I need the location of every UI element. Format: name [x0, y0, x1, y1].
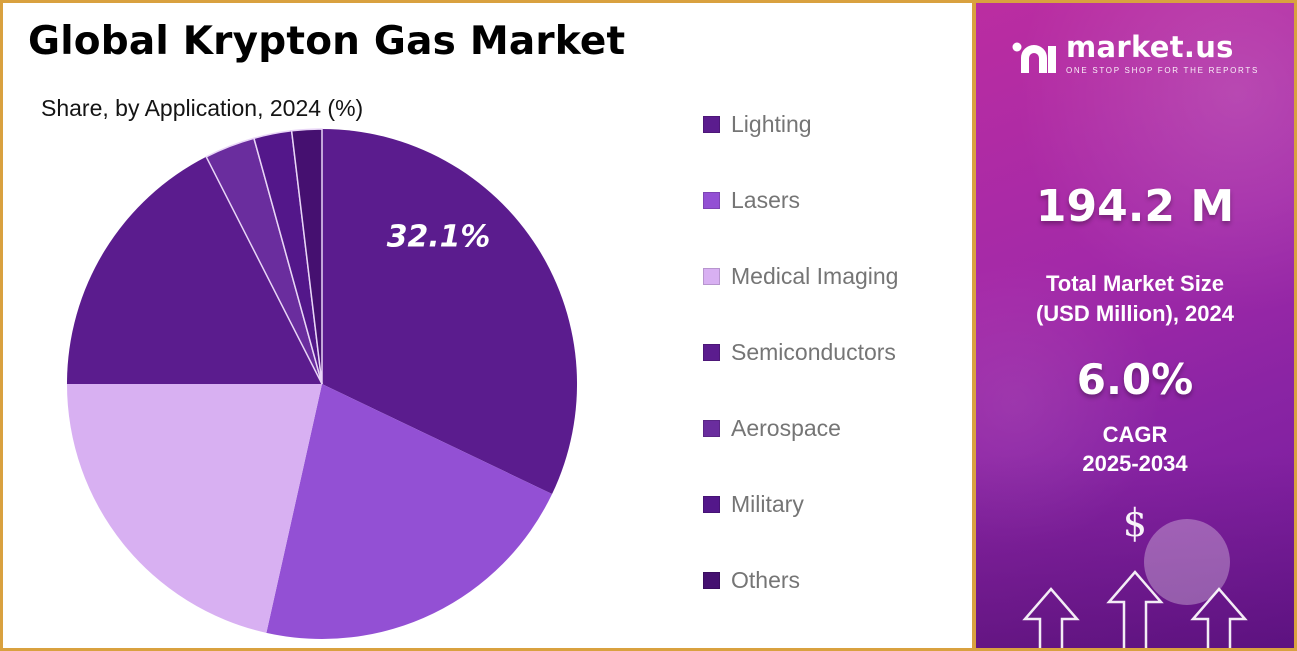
- legend-swatch: [703, 571, 720, 589]
- market-size-label-line2: (USD Million), 2024: [1035, 300, 1235, 326]
- pie-slice-lighting: [322, 128, 578, 495]
- pie-slice-lasers: [266, 384, 553, 640]
- market-size-label: Total Market Size (USD Million), 2024: [976, 269, 1294, 328]
- legend-swatch: [703, 495, 720, 513]
- cagr-label: CAGR 2025-2034: [976, 421, 1294, 478]
- legend-swatch: [703, 115, 720, 133]
- side-panel: market.us ONE STOP SHOP FOR THE REPORTS …: [972, 3, 1294, 648]
- legend-item-semiconductors: Semiconductors: [703, 337, 898, 367]
- pie-data-label: 32.1%: [387, 220, 491, 255]
- pie-slice-semiconductors: [66, 156, 322, 384]
- legend-item-medical-imaging: Medical Imaging: [703, 261, 898, 291]
- pie-slice-others: [290, 128, 323, 385]
- legend-label: Lasers: [731, 186, 801, 213]
- legend-swatch: [703, 267, 720, 285]
- market-size-label-line1: Total Market Size: [1045, 271, 1225, 296]
- page-title: Global Krypton Gas Market: [28, 19, 626, 64]
- cagr-label-line2: 2025-2034: [1082, 450, 1188, 476]
- legend-label: Aerospace: [731, 414, 841, 441]
- legend-swatch: [703, 191, 720, 209]
- legend: Lighting Lasers Medical Imaging Semiconduct…: [703, 109, 898, 641]
- market-size-value: 194.2 M: [1035, 181, 1235, 232]
- brand: market.us ONE STOP SHOP FOR THE REPORTS: [976, 33, 1294, 75]
- legend-label: Others: [731, 566, 801, 593]
- legend-label: Military: [731, 490, 804, 517]
- legend-item-military: Military: [703, 489, 898, 519]
- legend-item-aerospace: Aerospace: [703, 413, 898, 443]
- legend-label: Semiconductors: [731, 338, 896, 365]
- chart-subtitle: Share, by Application, 2024 (%): [41, 95, 364, 121]
- legend-swatch: [703, 343, 720, 361]
- dollar-sign-icon: $: [1122, 501, 1148, 545]
- legend-label: Lighting: [731, 110, 812, 137]
- legend-item-lighting: Lighting: [703, 109, 898, 139]
- pie-slice-medical-imaging: [66, 384, 322, 633]
- brand-name: market.us: [1065, 30, 1234, 64]
- legend-item-others: Others: [703, 565, 898, 595]
- pie-chart: 32.1%: [66, 128, 578, 640]
- legend-item-lasers: Lasers: [703, 185, 898, 215]
- cagr-value: 6.0%: [1076, 355, 1194, 404]
- legend-swatch: [703, 419, 720, 437]
- brand-tagline: ONE STOP SHOP FOR THE REPORTS: [1065, 66, 1260, 75]
- pie-slices: [66, 128, 578, 640]
- legend-label: Medical Imaging: [731, 262, 899, 289]
- brand-text: market.us ONE STOP SHOP FOR THE REPORTS: [1065, 30, 1260, 76]
- cagr-label-line1: CAGR: [1102, 422, 1168, 447]
- brand-logo-icon: [1012, 42, 1056, 73]
- growth-arrows-icon: [1022, 570, 1248, 648]
- decorative-circle: [1144, 519, 1230, 605]
- chart-area: Global Krypton Gas Market Share, by Appl…: [3, 3, 972, 648]
